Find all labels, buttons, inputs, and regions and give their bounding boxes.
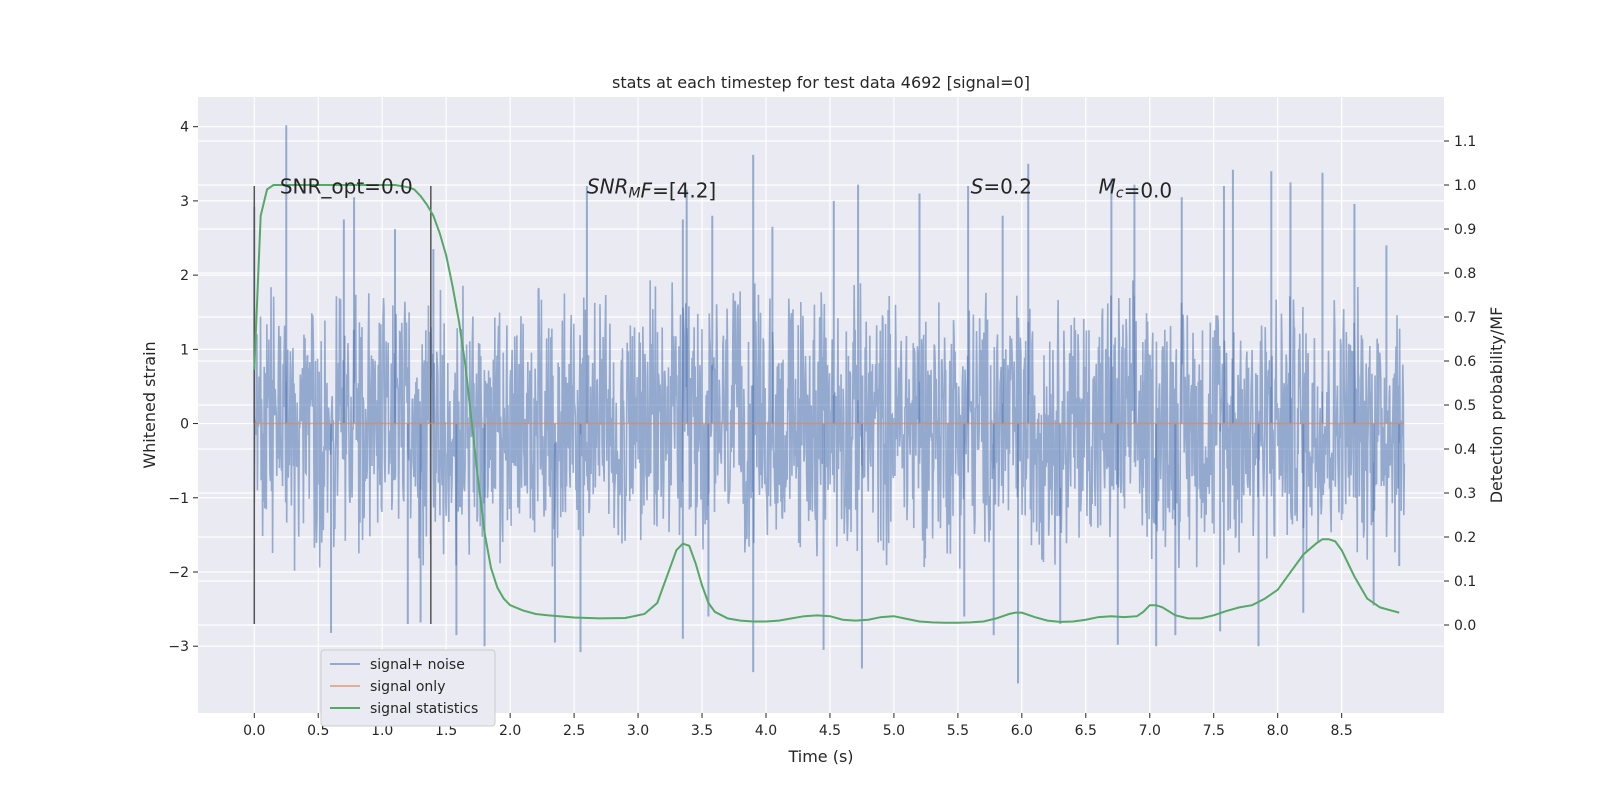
annotations: SNR_opt=0.0 SNRMF=[4.2] S=0.2 Mc=0.0 bbox=[280, 174, 1172, 202]
window-markers bbox=[253, 186, 432, 624]
y-right-tick-label: 0.0 bbox=[1454, 618, 1476, 634]
signal-noise-line bbox=[253, 280, 1406, 571]
annotation-part: SNR bbox=[587, 174, 629, 198]
x-tick-label: 5.0 bbox=[883, 723, 905, 739]
y-right-tick-label: 0.6 bbox=[1454, 354, 1476, 370]
y-axis-ticks: −3 −2 −1 0 1 2 3 4 bbox=[168, 120, 198, 655]
annotation-part: M bbox=[1099, 174, 1116, 198]
x-tick-label: 3.0 bbox=[627, 723, 649, 739]
y-tick-label: −1 bbox=[168, 491, 189, 507]
y-right-tick-label: 0.3 bbox=[1454, 486, 1476, 502]
annotation-part: =0.2 bbox=[983, 174, 1032, 198]
y-tick-label: 1 bbox=[180, 342, 189, 358]
y-right-tick-label: 0.2 bbox=[1454, 530, 1476, 546]
y-right-axis-ticks: 0.0 0.1 0.2 0.3 0.4 0.5 0.6 0.7 0.8 0.9 1.0 1.1 bbox=[1444, 134, 1476, 634]
legend-label-signal-statistics: signal statistics bbox=[370, 701, 478, 717]
annotation-part: c bbox=[1116, 185, 1124, 201]
x-tick-label: 6.5 bbox=[1075, 723, 1097, 739]
legend-label-signal-only: signal only bbox=[370, 679, 445, 695]
y-right-tick-label: 0.4 bbox=[1454, 442, 1476, 458]
x-tick-label: 2.0 bbox=[499, 723, 521, 739]
y-tick-label: 2 bbox=[180, 268, 189, 284]
y-tick-label: 0 bbox=[180, 417, 189, 433]
legend-label-signal-noise: signal+ noise bbox=[370, 657, 465, 673]
x-tick-label: 1.5 bbox=[435, 723, 457, 739]
x-tick-label: 8.5 bbox=[1331, 723, 1353, 739]
y-right-tick-label: 1.1 bbox=[1454, 134, 1476, 150]
annotation-part: =0.0 bbox=[1124, 178, 1173, 202]
x-axis-ticks: 0.0 0.5 1.0 1.5 2.0 2.5 3.0 3.5 4.0 4.5 5.0 5.5 6.0 6… bbox=[243, 713, 1353, 739]
x-tick-label: 4.0 bbox=[755, 723, 777, 739]
x-tick-label: 6.0 bbox=[1011, 723, 1033, 739]
y-right-tick-label: 0.1 bbox=[1454, 574, 1476, 590]
y-right-tick-label: 0.9 bbox=[1454, 222, 1476, 238]
y-right-tick-label: 0.5 bbox=[1454, 398, 1476, 414]
chart-title: stats at each timestep for test data 469… bbox=[612, 73, 1030, 92]
signal-statistics-line bbox=[253, 184, 1400, 624]
x-tick-label: 7.5 bbox=[1203, 723, 1225, 739]
y-tick-label: 3 bbox=[180, 194, 189, 210]
x-tick-label: 0.0 bbox=[243, 723, 265, 739]
y-right-axis-label: Detection probability/MF bbox=[1487, 307, 1506, 504]
annotation-part: SNR_opt=0.0 bbox=[280, 174, 413, 198]
x-tick-label: 5.5 bbox=[947, 723, 969, 739]
x-tick-label: 8.0 bbox=[1267, 723, 1289, 739]
y-tick-label: −2 bbox=[168, 565, 189, 581]
x-tick-label: 4.5 bbox=[819, 723, 841, 739]
annotation-part: F bbox=[641, 178, 653, 202]
y-right-tick-label: 0.8 bbox=[1454, 266, 1476, 282]
x-axis-label: Time (s) bbox=[787, 747, 853, 766]
annotation-text: S=0.2 bbox=[971, 174, 1032, 198]
y-right-tick-label: 1.0 bbox=[1454, 178, 1476, 194]
annotation-text: Mc=0.0 bbox=[1099, 174, 1173, 202]
annotation-part: S bbox=[971, 174, 984, 198]
y-tick-label: −3 bbox=[168, 639, 189, 655]
annotation-text: SNRMF=[4.2] bbox=[587, 174, 716, 202]
x-tick-label: 1.0 bbox=[371, 723, 393, 739]
x-tick-label: 7.0 bbox=[1139, 723, 1161, 739]
annotation-part: =[4.2] bbox=[652, 178, 716, 202]
y-axis-label: Whitened strain bbox=[140, 341, 159, 468]
x-tick-label: 3.5 bbox=[691, 723, 713, 739]
signal-statistics-series bbox=[253, 184, 1400, 624]
x-tick-label: 2.5 bbox=[563, 723, 585, 739]
annotation-text: SNR_opt=0.0 bbox=[280, 174, 413, 198]
annotation-part: M bbox=[628, 185, 640, 201]
y-right-tick-label: 0.7 bbox=[1454, 310, 1476, 326]
y-tick-label: 4 bbox=[180, 120, 189, 136]
x-tick-label: 0.5 bbox=[307, 723, 329, 739]
legend-box bbox=[320, 649, 496, 727]
legend: signal+ noise signal only signal statist… bbox=[320, 649, 496, 727]
